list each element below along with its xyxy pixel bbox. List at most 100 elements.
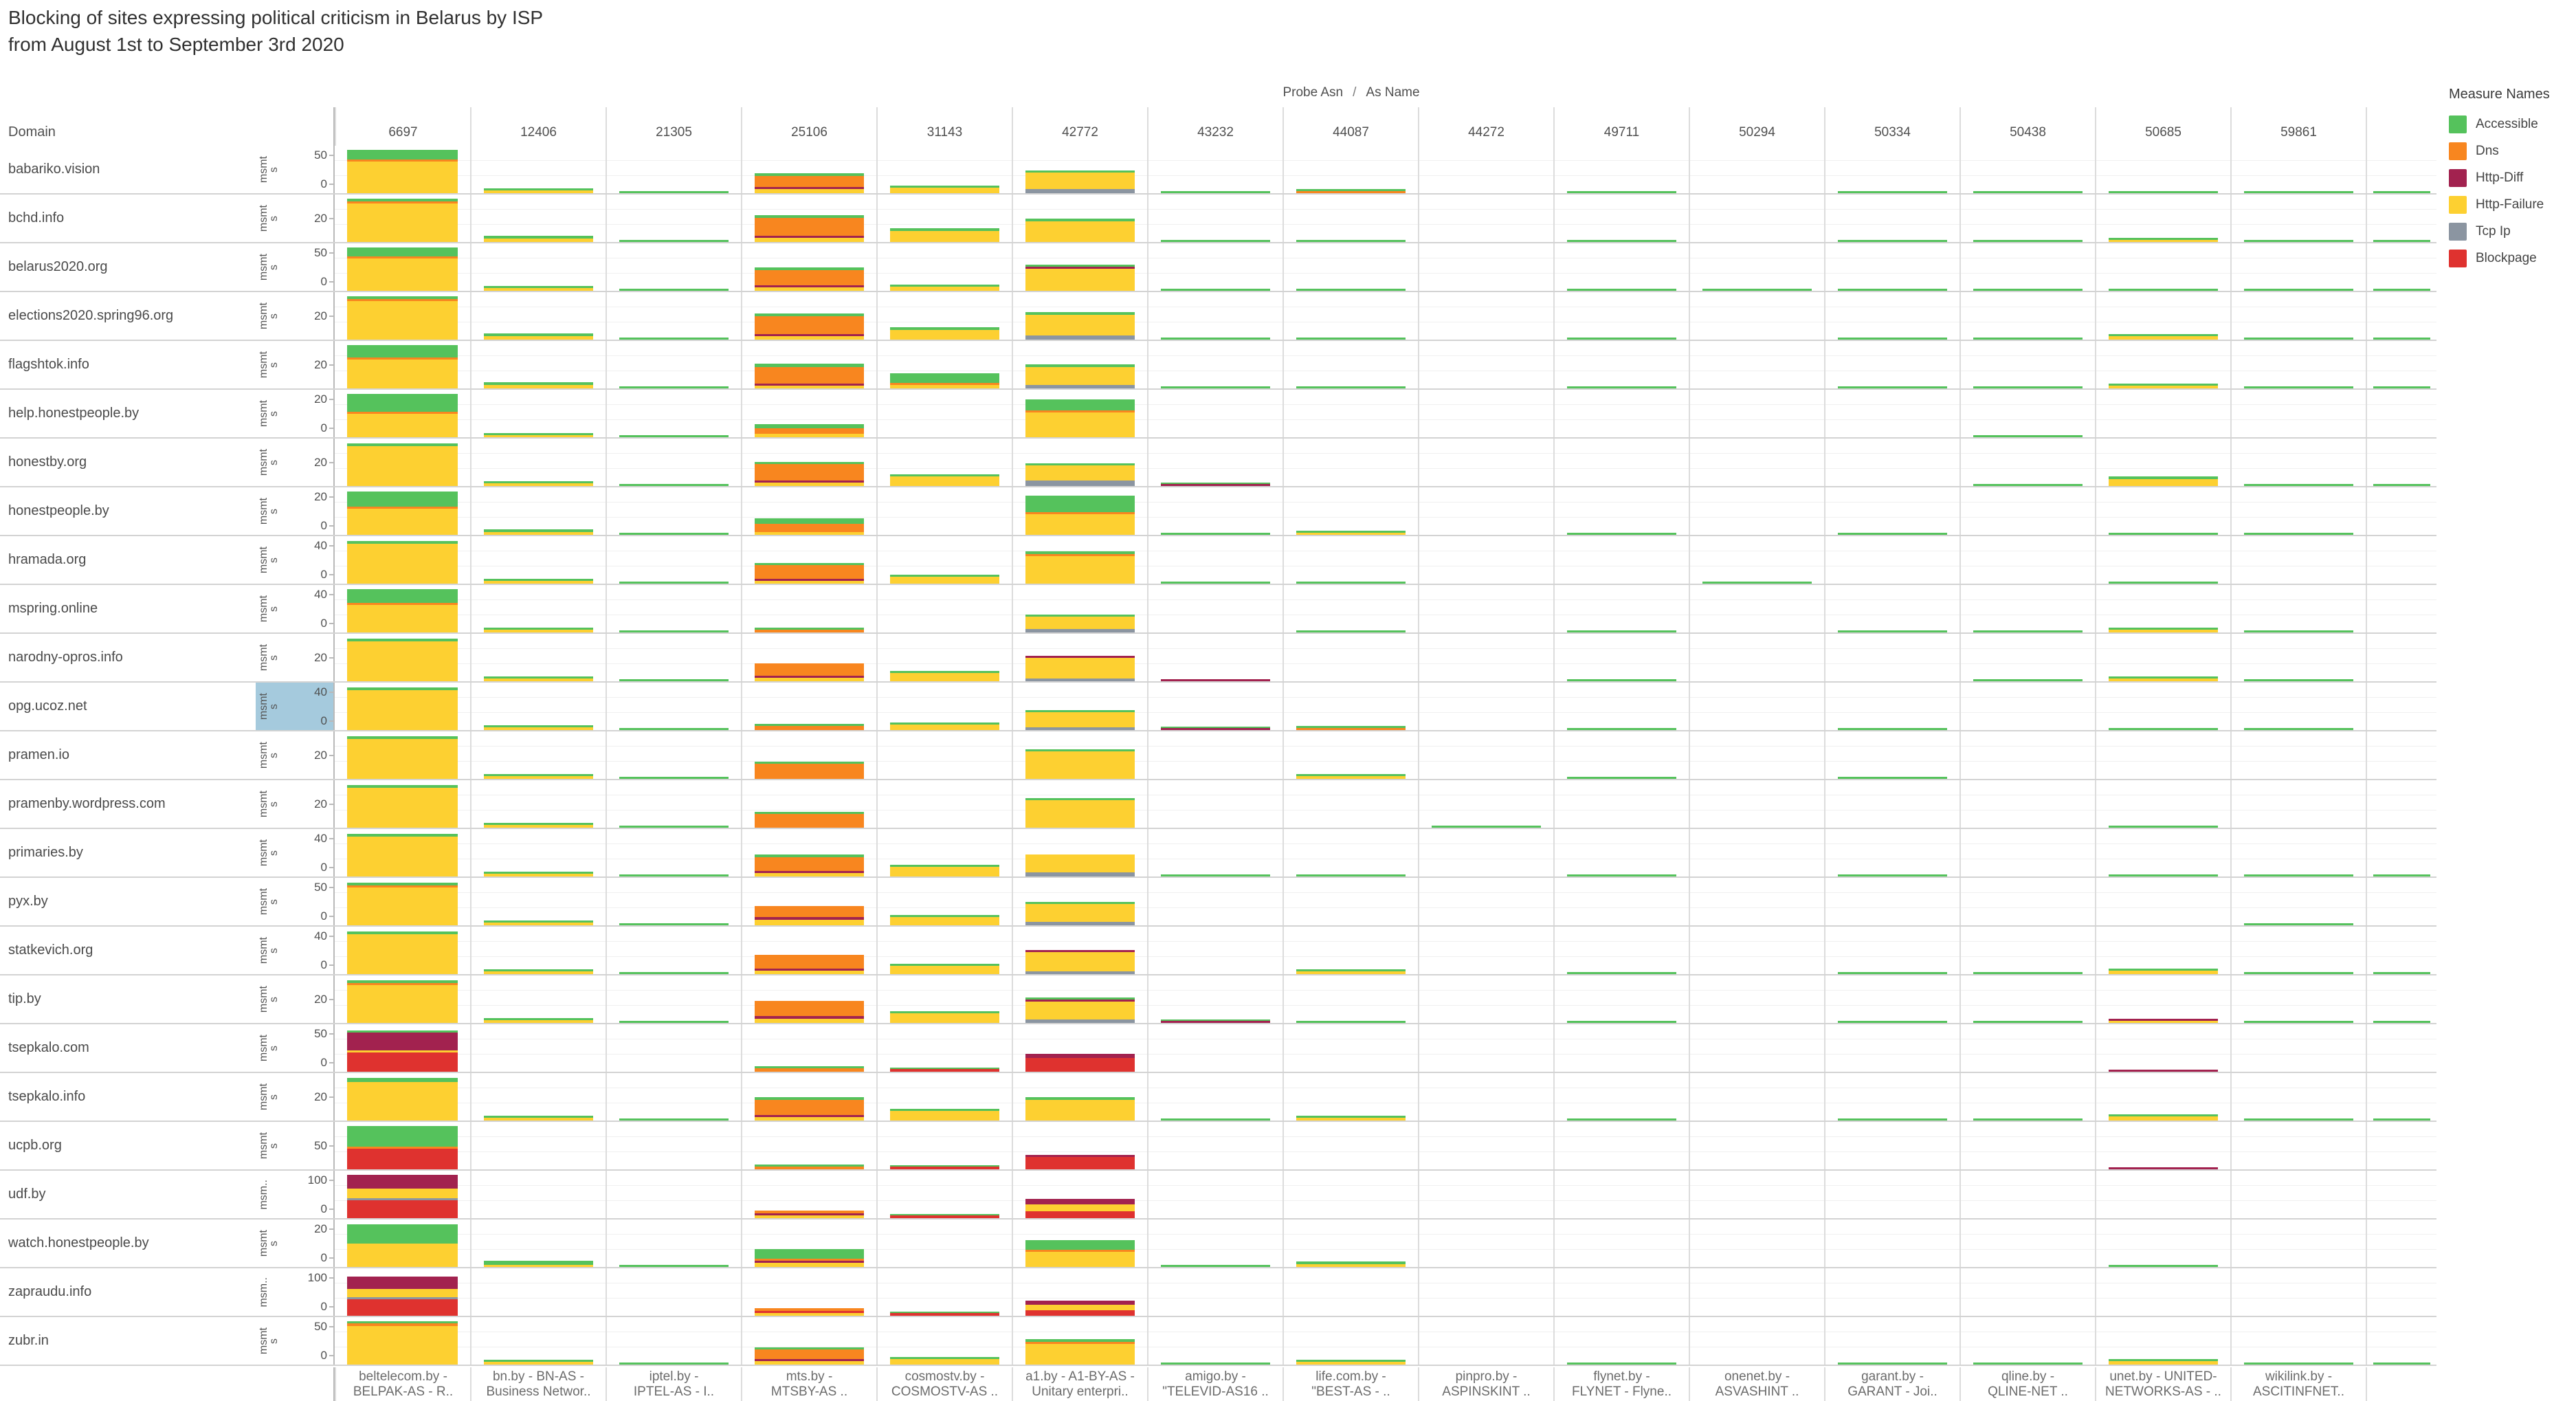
chart-cell[interactable] — [741, 341, 876, 388]
mark-http-failure[interactable] — [1025, 1002, 1135, 1019]
mark-accessible[interactable] — [1837, 728, 1948, 730]
chart-cell[interactable] — [876, 341, 1012, 388]
mark-http-failure[interactable] — [1025, 1252, 1135, 1267]
chart-cell[interactable] — [1689, 780, 1824, 828]
row-axis[interactable]: msmt s 50 — [256, 1122, 335, 1169]
mark-dns[interactable] — [754, 663, 865, 676]
chart-cell[interactable] — [876, 195, 1012, 242]
chart-cell[interactable] — [1959, 292, 2095, 340]
row-axis[interactable]: msmt s 50 0 — [256, 243, 335, 291]
mark-http-diff[interactable] — [1025, 656, 1135, 658]
mark-http-failure[interactable] — [1025, 269, 1135, 291]
chart-cell[interactable] — [1012, 878, 1147, 925]
row-axis[interactable]: msmt s 40 0 — [256, 536, 335, 584]
mark-http-failure[interactable] — [889, 1111, 1000, 1121]
chart-cell[interactable] — [876, 975, 1012, 1023]
chart-cell[interactable] — [876, 585, 1012, 632]
domain-label[interactable]: opg.ucoz.net — [8, 698, 87, 714]
mark-http-diff[interactable] — [754, 579, 865, 581]
chart-cell[interactable] — [606, 634, 741, 681]
chart-cell[interactable] — [1689, 829, 1824, 876]
mark-accessible[interactable] — [483, 481, 594, 483]
mark-http-failure[interactable] — [1296, 776, 1406, 779]
mark-accessible[interactable] — [1025, 496, 1135, 512]
mark-http-failure[interactable] — [889, 917, 1000, 925]
chart-cell-partial[interactable] — [2366, 780, 2436, 828]
legend-item-http-diff[interactable]: Http-Diff — [2449, 164, 2574, 191]
chart-cell[interactable] — [1147, 487, 1283, 535]
mark-dns[interactable] — [754, 1100, 865, 1115]
chart-cell[interactable] — [1689, 683, 1824, 730]
chart-cell[interactable] — [335, 975, 470, 1023]
mark-accessible[interactable] — [2108, 628, 2219, 630]
mark-accessible[interactable] — [346, 492, 458, 507]
chart-cell[interactable] — [1418, 927, 1553, 974]
mark-accessible[interactable] — [1296, 240, 1406, 242]
mark-accessible[interactable] — [2108, 1265, 2219, 1267]
mark-accessible[interactable] — [1973, 1021, 2083, 1023]
mark-accessible[interactable] — [2243, 728, 2354, 730]
mark-blockpage[interactable] — [1025, 1058, 1135, 1072]
mark-accessible[interactable] — [889, 1109, 1000, 1111]
mark-http-failure[interactable] — [1025, 221, 1135, 242]
chart-cell[interactable] — [876, 146, 1012, 193]
chart-cell[interactable] — [1418, 487, 1553, 535]
mark-accessible[interactable] — [483, 433, 594, 435]
chart-cell[interactable] — [1283, 975, 1418, 1023]
chart-cell[interactable] — [1283, 683, 1418, 730]
mark-dns[interactable] — [346, 256, 458, 258]
chart-cell[interactable] — [1959, 1171, 2095, 1218]
mark-http-failure[interactable] — [346, 887, 458, 925]
row-axis[interactable]: msm.. 100 0 — [256, 1268, 335, 1316]
chart-cell[interactable] — [2230, 1317, 2366, 1365]
mark-blockpage[interactable] — [1025, 1211, 1135, 1218]
mark-http-diff[interactable] — [1025, 1199, 1135, 1204]
chart-cell[interactable] — [1689, 1220, 1824, 1267]
chart-cell[interactable] — [606, 341, 741, 388]
mark-dns[interactable] — [1296, 191, 1406, 193]
mark-accessible[interactable] — [1025, 798, 1135, 800]
mark-http-failure[interactable] — [346, 788, 458, 828]
chart-cell[interactable] — [2230, 1073, 2366, 1121]
domain-label[interactable]: help.honestpeople.by — [8, 406, 140, 421]
mark-http-failure[interactable] — [754, 581, 865, 584]
chart-cell[interactable] — [1147, 780, 1283, 828]
chart-cell[interactable] — [606, 390, 741, 437]
chart-cell[interactable] — [470, 1220, 606, 1267]
mark-accessible[interactable] — [754, 313, 865, 316]
chart-cell[interactable] — [606, 975, 741, 1023]
mark-blockpage[interactable] — [346, 1052, 458, 1072]
chart-cell[interactable] — [335, 292, 470, 340]
chart-cell[interactable] — [1283, 585, 1418, 632]
mark-dns[interactable] — [754, 218, 865, 236]
mark-http-failure[interactable] — [889, 673, 1000, 681]
chart-cell[interactable] — [1147, 146, 1283, 193]
legend-item-tcp-ip[interactable]: Tcp Ip — [2449, 218, 2574, 245]
mark-http-diff[interactable] — [1025, 1155, 1135, 1157]
chart-cell[interactable] — [876, 731, 1012, 779]
chart-cell[interactable] — [1012, 634, 1147, 681]
chart-cell[interactable] — [1824, 292, 1959, 340]
chart-cell[interactable] — [1012, 439, 1147, 486]
mark-http-failure[interactable] — [346, 1326, 458, 1365]
chart-cell[interactable] — [1283, 634, 1418, 681]
mark-http-failure[interactable] — [1025, 1100, 1135, 1121]
mark-http-failure[interactable] — [483, 874, 594, 876]
mark-accessible[interactable] — [754, 1066, 865, 1068]
chart-cell[interactable] — [2230, 243, 2366, 291]
mark-dns[interactable] — [754, 814, 865, 828]
mark-http-failure[interactable] — [346, 509, 458, 535]
mark-http-failure[interactable] — [1025, 952, 1135, 971]
domain-label[interactable]: ucpb.org — [8, 1138, 62, 1153]
chart-cell[interactable] — [1283, 927, 1418, 974]
chart-cell[interactable] — [2095, 1073, 2230, 1121]
chart-cell[interactable] — [1012, 585, 1147, 632]
mark-http-failure[interactable] — [483, 288, 594, 291]
domain-label[interactable]: tip.by — [8, 991, 41, 1006]
as-name-label[interactable]: a1.by - A1-BY-AS - Unitary enterpri.. — [1012, 1367, 1147, 1401]
mark-http-failure[interactable] — [889, 966, 1000, 974]
chart-cell[interactable] — [1689, 439, 1824, 486]
domain-label[interactable]: primaries.by — [8, 845, 83, 860]
chart-cell[interactable] — [1418, 1317, 1553, 1365]
mark-http-failure[interactable] — [483, 1020, 594, 1023]
